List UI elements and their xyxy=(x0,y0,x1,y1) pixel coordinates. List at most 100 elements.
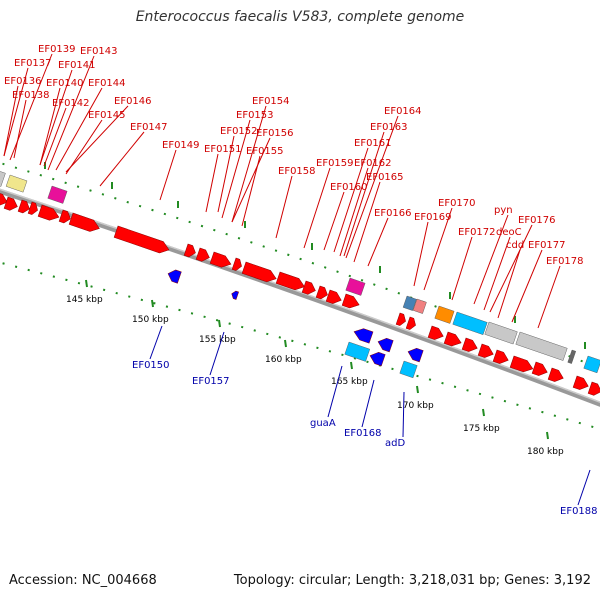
forward-gene xyxy=(395,312,406,326)
gene-box-cyan xyxy=(583,355,600,374)
reverse-gene xyxy=(377,338,394,353)
forward-gene xyxy=(27,201,38,215)
forward-gene xyxy=(37,204,60,221)
gene-box-orange xyxy=(434,305,455,324)
forward-gene xyxy=(341,293,360,309)
forward-gene xyxy=(241,261,277,283)
gene-label: EF0151 xyxy=(204,144,242,155)
gene-box-cyan xyxy=(344,341,371,362)
forward-gene xyxy=(68,212,100,232)
gene-label: EF0149 xyxy=(162,140,200,151)
forward-gene xyxy=(443,331,462,347)
forward-gene xyxy=(231,257,242,271)
gene-label: EF0165 xyxy=(366,172,404,183)
forward-gene xyxy=(531,361,548,376)
label-callout-line xyxy=(489,224,533,313)
label-callout-line xyxy=(47,55,95,171)
label-callout-line xyxy=(3,67,29,157)
label-callout-line xyxy=(339,167,369,257)
gene-label: EF0164 xyxy=(384,106,422,117)
label-callout-line xyxy=(65,105,129,173)
gene-label: EF0160 xyxy=(330,182,368,193)
gene-label: EF0177 xyxy=(528,240,566,251)
kbp-label: 160 kbp xyxy=(265,355,302,365)
gene-label: EF0144 xyxy=(88,78,126,89)
kbp-ticks: 145 kbp 150 kbp 155 kbp 160 kbp 165 kbp 170 k… xyxy=(44,162,586,457)
label-callout-line xyxy=(159,149,177,201)
kbp-label: 180 kbp xyxy=(527,447,564,457)
gene-label: EF0137 xyxy=(14,58,52,69)
gene-label: EF0166 xyxy=(374,208,412,219)
kbp-tick xyxy=(284,339,287,348)
label-callout-line xyxy=(367,217,389,267)
gene-box-cyan xyxy=(452,311,488,335)
kbp-label: 155 kbp xyxy=(199,335,236,345)
label-callout-line xyxy=(537,265,561,329)
genome-title: Enterococcus faecalis V583, complete gen… xyxy=(135,9,465,25)
label-callout-line xyxy=(511,249,543,323)
gene-features xyxy=(0,169,600,396)
reverse-gene xyxy=(369,352,386,367)
kbp-label: 150 kbp xyxy=(132,315,169,325)
gene-label: EF0178 xyxy=(546,256,584,267)
gene-label: EF0147 xyxy=(130,122,168,133)
label-callout-line xyxy=(323,191,345,251)
kbp-label: 165 kbp xyxy=(331,377,368,387)
kbp-tick xyxy=(416,385,419,394)
gene-label: EF0145 xyxy=(88,110,126,121)
label-callout-line xyxy=(413,221,429,287)
forward-gene xyxy=(315,285,328,300)
forward-gene xyxy=(3,196,18,211)
gene-box-pink xyxy=(345,277,366,296)
reverse-gene xyxy=(407,348,424,363)
label-callout-line xyxy=(333,147,369,253)
gene-label: EF0172 xyxy=(458,227,496,238)
label-callout-line xyxy=(205,153,219,213)
gene-box-cyan xyxy=(399,360,418,379)
forward-gene xyxy=(427,325,444,340)
label-callout-line xyxy=(13,99,27,159)
label-callout-line xyxy=(343,131,385,257)
gene-label: EF0153 xyxy=(236,110,274,121)
label-callout-line xyxy=(231,137,271,223)
gene-label: EF0155 xyxy=(246,146,284,157)
label-callout-line xyxy=(361,379,375,428)
label-callout-line xyxy=(43,107,67,167)
label-callout-line xyxy=(423,207,453,291)
label-callout-line xyxy=(217,135,235,213)
forward-gene xyxy=(477,343,494,358)
gene-label: EF0154 xyxy=(252,96,290,107)
gene-label: guaA xyxy=(310,418,336,429)
kbp-label: 145 kbp xyxy=(66,295,103,305)
gene-label: EF0136 xyxy=(4,76,42,87)
reverse-gene xyxy=(353,328,374,344)
gene-box-yellow xyxy=(5,174,28,193)
label-callout-line xyxy=(231,105,267,223)
gene-label: EF0162 xyxy=(354,158,392,169)
label-callout-line xyxy=(39,87,61,166)
forward-gene xyxy=(405,316,416,330)
gene-label: EF0170 xyxy=(438,198,476,209)
forward-gene xyxy=(113,225,170,254)
gene-label: EF0161 xyxy=(354,138,392,149)
label-callout-line xyxy=(3,85,19,157)
gene-label: adD xyxy=(385,438,405,449)
forward-gene xyxy=(195,247,210,262)
forward-gene xyxy=(0,191,8,206)
gene-label: EF0188 xyxy=(560,506,598,517)
gene-box-gray xyxy=(484,321,518,345)
kbp-tick xyxy=(350,361,353,370)
gene-box-gray xyxy=(515,331,568,361)
forward-gene xyxy=(183,243,196,258)
gene-box-gray xyxy=(0,169,6,187)
label-callout-line xyxy=(209,331,225,376)
kbp-tick xyxy=(85,279,88,288)
gene-label: EF0142 xyxy=(52,98,90,109)
gene-label: EF0159 xyxy=(316,158,354,169)
forward-gene xyxy=(492,349,509,364)
gene-label: pyn xyxy=(494,205,513,216)
forward-gene xyxy=(547,367,564,382)
gene-box-blue xyxy=(402,295,417,311)
label-callout-line xyxy=(497,249,521,319)
